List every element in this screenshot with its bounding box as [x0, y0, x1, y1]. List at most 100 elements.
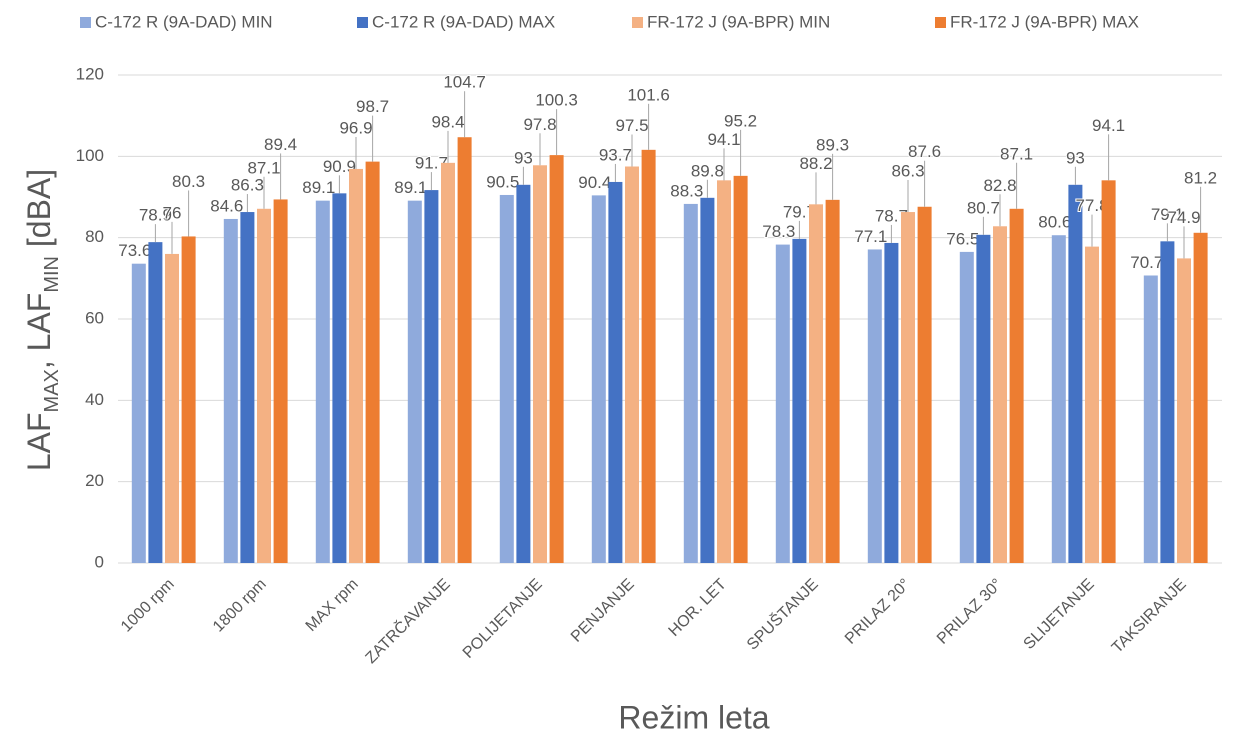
data-label: 94.1 — [1092, 116, 1125, 135]
data-label: 86.3 — [891, 162, 924, 181]
data-label: 88.2 — [799, 154, 832, 173]
bar — [257, 208, 271, 563]
bar — [273, 199, 288, 563]
y-tick-label: 0 — [95, 552, 104, 571]
data-label: 98.7 — [356, 97, 389, 116]
data-label: 77.8 — [1075, 196, 1108, 215]
y-axis-title-part: , LAF — [21, 293, 57, 369]
bar — [349, 168, 363, 563]
bar — [901, 212, 915, 563]
data-label: 97.5 — [615, 116, 648, 135]
data-label: 73.6 — [118, 241, 151, 260]
x-tick-label: SLIJETANJE — [1021, 576, 1098, 653]
data-label: 76.5 — [946, 229, 979, 248]
bar — [733, 175, 748, 563]
data-label: 95.2 — [724, 111, 757, 130]
legend-label: FR-172 J (9A-BPR) MAX — [950, 12, 1139, 31]
bar — [1009, 208, 1024, 563]
y-axis-title-subscript: MIN — [41, 256, 63, 293]
y-tick-label: 60 — [85, 308, 104, 327]
data-label: 70.7 — [1130, 253, 1163, 272]
data-label: 94.1 — [707, 130, 740, 149]
bar — [700, 197, 715, 563]
bar — [884, 242, 899, 563]
legend-swatch — [80, 17, 91, 28]
data-label: 91.7 — [415, 154, 448, 173]
data-label: 77.1 — [854, 227, 887, 246]
data-label: 88.3 — [670, 181, 703, 200]
data-label: 87.1 — [247, 158, 280, 177]
data-label: 80.6 — [1038, 213, 1071, 232]
data-label: 93.7 — [599, 145, 632, 164]
bar — [917, 206, 932, 563]
x-tick-label: MAX rpm — [303, 576, 362, 635]
legend-swatch — [935, 17, 946, 28]
data-label: 104.7 — [443, 73, 486, 92]
bar — [365, 161, 380, 563]
bar — [181, 236, 196, 564]
bar — [993, 226, 1007, 563]
y-axis-title-subscript: MAX — [41, 369, 63, 412]
y-axis-title-part: [dBA] — [21, 169, 57, 256]
data-label: 87.1 — [1000, 144, 1033, 163]
data-label: 89.8 — [691, 161, 724, 180]
data-label: 78.7 — [875, 206, 908, 225]
bar — [641, 149, 656, 563]
bar — [499, 194, 514, 563]
x-tick-label: PRILAZ 30° — [934, 576, 1006, 648]
data-label: 79.1 — [1151, 205, 1184, 224]
bar — [1193, 232, 1208, 563]
data-label: 89.4 — [264, 135, 297, 154]
data-label: 90.4 — [578, 173, 611, 192]
data-label: 78.9 — [139, 206, 172, 225]
x-tick-label: HOR. LET — [666, 576, 730, 640]
data-label: 79.7 — [783, 202, 816, 221]
bar — [625, 166, 639, 563]
bar — [315, 200, 330, 563]
bar — [1177, 258, 1191, 563]
x-tick-label: POLIJETANJE — [460, 576, 546, 662]
data-label: 86.3 — [231, 176, 264, 195]
bar — [792, 238, 807, 564]
data-label: 81.2 — [1184, 168, 1217, 187]
data-label: 78.3 — [762, 222, 795, 241]
bar — [1051, 235, 1066, 563]
data-label: 74.9 — [1167, 208, 1200, 227]
bar — [1160, 241, 1175, 563]
data-label: 87.6 — [908, 142, 941, 161]
data-label: 98.4 — [431, 112, 464, 131]
bar — [407, 200, 422, 563]
bar — [608, 181, 623, 563]
x-tick-label: 1800 rpm — [210, 576, 270, 636]
data-label: 93 — [514, 148, 533, 167]
x-tick-label: 1000 rpm — [118, 576, 178, 636]
y-tick-label: 120 — [76, 64, 104, 83]
bar — [223, 218, 238, 563]
bar — [867, 249, 882, 563]
legend-label: FR-172 J (9A-BPR) MIN — [647, 12, 830, 31]
data-label: 97.8 — [523, 115, 556, 134]
y-tick-label: 40 — [85, 390, 104, 409]
bar — [457, 137, 472, 563]
x-tick-label: TAKSIRANJE — [1109, 576, 1190, 657]
bar — [1068, 184, 1083, 564]
bar — [825, 199, 840, 563]
data-label: 89.1 — [394, 178, 427, 197]
x-axis-title: Režim leta — [618, 699, 769, 735]
bar — [1101, 180, 1116, 563]
data-label: 90.9 — [323, 157, 356, 176]
data-label: 89.3 — [816, 135, 849, 154]
data-label: 76 — [163, 203, 182, 222]
bar — [148, 242, 163, 563]
data-label: 101.6 — [627, 85, 670, 104]
y-axis-title-part: LAF — [21, 412, 57, 471]
bar — [165, 253, 179, 563]
data-label: 84.6 — [210, 196, 243, 215]
bar — [424, 190, 439, 563]
data-label: 96.9 — [339, 118, 372, 137]
bar — [1085, 246, 1099, 563]
bar — [775, 244, 790, 563]
bar — [516, 184, 531, 564]
data-label: 89.1 — [302, 178, 335, 197]
bar — [976, 234, 991, 563]
